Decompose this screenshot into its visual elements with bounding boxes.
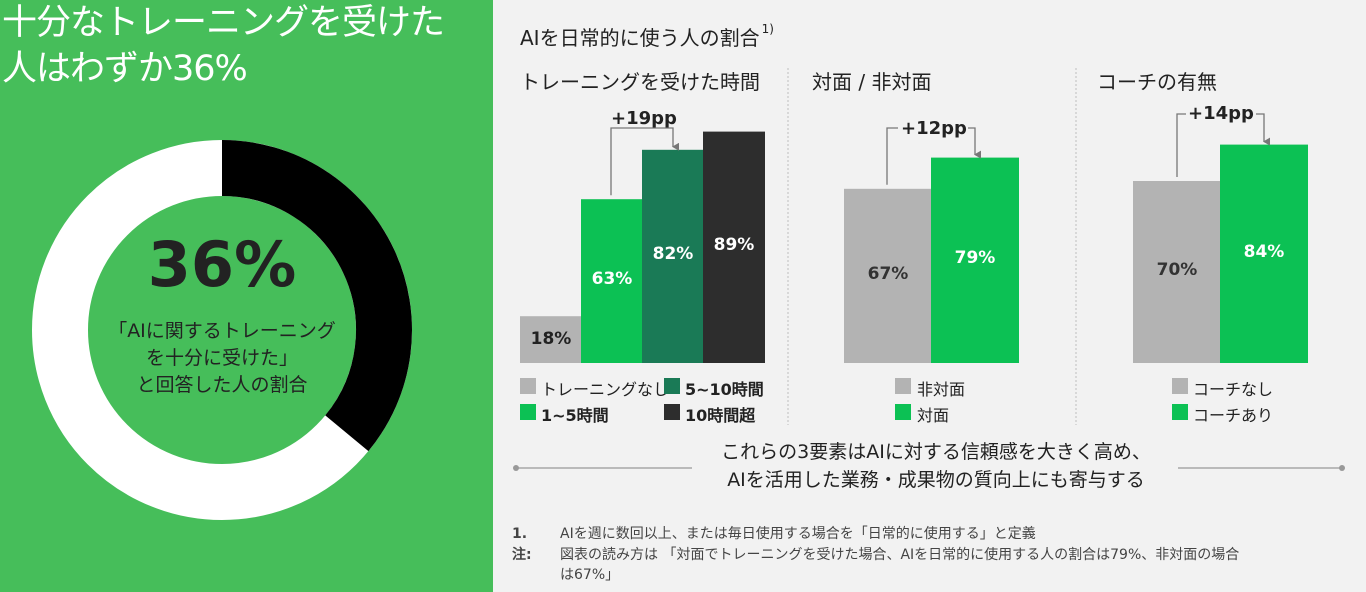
legend-swatch-5-10-hours	[664, 378, 680, 394]
note-2-label: 注:	[512, 547, 532, 563]
bar-no-coach	[1133, 181, 1221, 363]
legend-swatch-in-person	[895, 404, 911, 420]
conclusion-text: これらの3要素はAIに対する信頼感を大きく高め、 AIを活用した業務・成果物の質…	[694, 438, 1178, 494]
bar-label-over-10-hours: 89%	[713, 235, 755, 256]
annotation-bracket-coach	[1176, 113, 1264, 177]
annotation-label-in-person: +12pp	[901, 118, 967, 139]
section-title-coach: コーチの有無	[1097, 70, 1217, 94]
legend-label-remote: 非対面	[917, 380, 966, 399]
donut-caption-line2: を十分に受けた」	[145, 347, 298, 369]
notes: 1. AIを週に数回以上、または毎日使用する場合を「日常的に使用する」と定義 注…	[512, 524, 1362, 585]
bar-no-training	[520, 316, 582, 363]
legend-label-over-10-hours: 10時間超	[685, 406, 756, 425]
annotation-bracket-in-person	[886, 127, 975, 185]
legend-swatch-remote	[895, 378, 911, 394]
annotation-bracket-training	[610, 127, 679, 196]
legend-label-no-training: トレーニングなし	[541, 380, 670, 399]
bar-in-person	[931, 157, 1019, 363]
legend-swatch-no-training	[520, 378, 536, 394]
note-2-line1: 図表の読み方は 「対面でトレーニングを受けた場合、AIを日常的に使用する人の割合…	[560, 547, 1240, 563]
conclusion-rule-right-dot	[1339, 465, 1345, 471]
bar-label-remote: 67%	[867, 263, 909, 284]
donut-caption: 「AIに関するトレーニング を十分に受けた」 と回答した人の割合	[82, 318, 362, 399]
legend-label-no-coach: コーチなし	[1193, 380, 1274, 399]
bar-with-coach	[1220, 144, 1308, 363]
legend-label-in-person: 対面	[917, 406, 950, 425]
legend-swatch-no-coach	[1172, 378, 1188, 394]
legend-swatch-over-10-hours	[664, 404, 680, 420]
note-2: 注: 図表の読み方は 「対面でトレーニングを受けた場合、AIを日常的に使用する人…	[512, 545, 1362, 585]
bar-1-5-hours	[581, 199, 643, 363]
legend-label-1-5-hours: 1~5時間	[541, 406, 609, 425]
bar-label-with-coach: 84%	[1243, 241, 1285, 262]
bar-label-5-10-hours: 82%	[652, 244, 694, 265]
left-title: 十分なトレーニングを受けた 人はわずか36%	[2, 0, 492, 92]
bar-label-no-training: 18%	[530, 328, 572, 349]
note-1-number: 1.	[512, 526, 528, 542]
conclusion-line2: AIを活用した業務・成果物の質向上にも寄与する	[727, 469, 1145, 491]
left-title-line2: 人はわずか36%	[2, 49, 248, 89]
donut-caption-line1: 「AIに関するトレーニング	[108, 320, 336, 342]
donut-big-value: 36%	[147, 228, 297, 301]
main-title-footnote-mark: 1)	[761, 22, 774, 36]
left-panel: 十分なトレーニングを受けた 人はわずか36% 36% 「AIに関するトレーニング…	[0, 0, 493, 592]
legend-label-with-coach: コーチあり	[1193, 406, 1274, 425]
legend-swatch-with-coach	[1172, 404, 1188, 420]
note-1: 1. AIを週に数回以上、または毎日使用する場合を「日常的に使用する」と定義	[512, 524, 1362, 545]
main-title-text: AIを日常的に使う人の割合	[520, 26, 760, 50]
donut-caption-line3: と回答した人の割合	[136, 374, 308, 396]
note-2-line2: は67%」	[560, 567, 620, 583]
annotation-label-training: +19pp	[611, 108, 677, 129]
bar-over-10-hours	[703, 131, 765, 363]
section-title-in-person: 対面 / 非対面	[812, 70, 932, 94]
legend-label-5-10-hours: 5~10時間	[685, 380, 764, 399]
bar-remote	[844, 188, 932, 363]
section-title-training-hours: トレーニングを受けた時間	[520, 70, 760, 94]
note-1-text: AIを週に数回以上、または毎日使用する場合を「日常的に使用する」と定義	[560, 526, 1036, 542]
donut-value-arc	[221, 140, 412, 452]
bar-5-10-hours	[642, 149, 704, 363]
left-title-line1: 十分なトレーニングを受けた	[2, 3, 445, 43]
bar-label-no-coach: 70%	[1156, 260, 1198, 280]
donut-chart	[32, 140, 412, 520]
main-title: AIを日常的に使う人の割合 1)	[520, 22, 774, 51]
bar-label-in-person: 79%	[954, 248, 996, 269]
annotation-label-coach: +14pp	[1188, 103, 1254, 124]
conclusion-rule-left-dot	[513, 465, 519, 471]
legend-swatch-1-5-hours	[520, 404, 536, 420]
conclusion-line1: これらの3要素はAIに対する信頼感を大きく高め、	[721, 441, 1151, 463]
bar-label-1-5-hours: 63%	[591, 269, 633, 290]
